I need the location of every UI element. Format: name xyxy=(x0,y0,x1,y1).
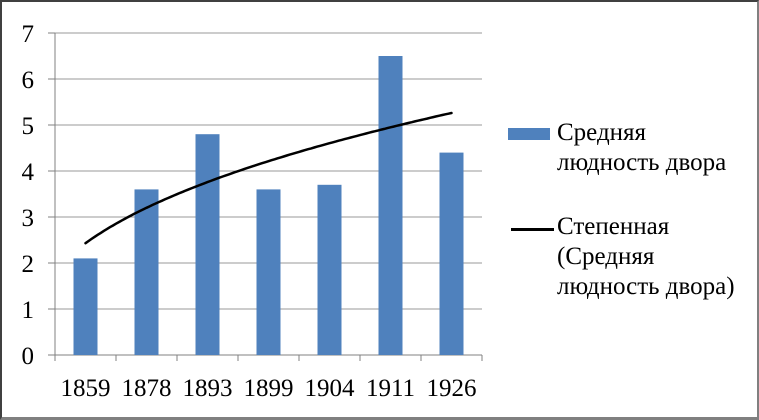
x-axis-label: 1893 xyxy=(183,375,233,402)
y-axis-label: 7 xyxy=(22,21,35,48)
y-axis-label: 4 xyxy=(22,159,35,186)
x-axis-label: 1899 xyxy=(244,375,294,402)
y-axis-label: 5 xyxy=(22,113,35,140)
x-axis-label: 1878 xyxy=(122,375,172,402)
bar-1859 xyxy=(73,258,98,355)
trendline xyxy=(84,111,453,245)
x-axis-label: 1859 xyxy=(61,375,111,402)
y-axis-label: 0 xyxy=(22,343,35,370)
bar-1926 xyxy=(439,152,464,355)
x-axis-label: 1911 xyxy=(366,375,415,402)
bar-1878 xyxy=(134,189,159,355)
y-axis-label: 6 xyxy=(22,67,35,94)
bar-1911 xyxy=(378,56,403,355)
bar-1899 xyxy=(256,189,281,355)
y-axis-label: 1 xyxy=(22,297,35,324)
y-axis-label: 2 xyxy=(22,251,35,278)
bar-1893 xyxy=(195,134,220,355)
x-axis-label: 1926 xyxy=(427,375,477,402)
bar-1904 xyxy=(317,184,342,355)
y-axis-label: 3 xyxy=(22,205,35,232)
x-axis-label: 1904 xyxy=(305,375,356,402)
